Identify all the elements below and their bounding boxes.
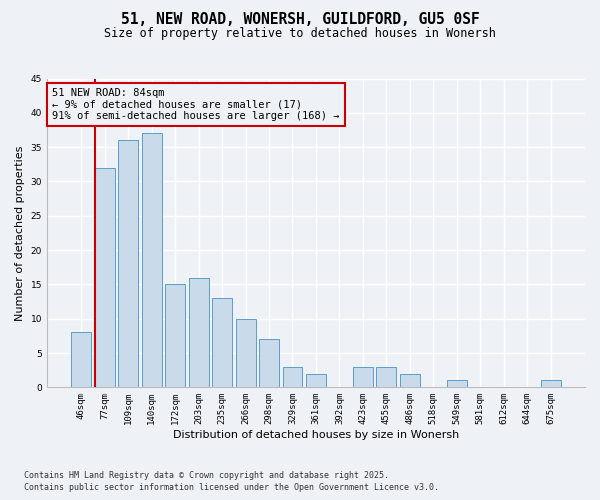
Text: 51, NEW ROAD, WONERSH, GUILDFORD, GU5 0SF: 51, NEW ROAD, WONERSH, GUILDFORD, GU5 0S… [121,12,479,28]
Bar [142,134,162,388]
Bar [236,318,256,388]
Bar [306,374,326,388]
Bar [212,298,232,388]
Bar [376,366,397,388]
Bar [165,284,185,388]
Text: Size of property relative to detached houses in Wonersh: Size of property relative to detached ho… [104,28,496,40]
Bar [447,380,467,388]
Text: 51 NEW ROAD: 84sqm
← 9% of detached houses are smaller (17)
91% of semi-detached: 51 NEW ROAD: 84sqm ← 9% of detached hous… [52,88,340,121]
Bar [283,366,302,388]
X-axis label: Distribution of detached houses by size in Wonersh: Distribution of detached houses by size … [173,430,459,440]
Bar [259,340,279,388]
Bar [71,332,91,388]
Y-axis label: Number of detached properties: Number of detached properties [15,145,25,320]
Bar [95,168,115,388]
Bar [400,374,420,388]
Text: Contains public sector information licensed under the Open Government Licence v3: Contains public sector information licen… [24,484,439,492]
Bar [541,380,560,388]
Bar [353,366,373,388]
Text: Contains HM Land Registry data © Crown copyright and database right 2025.: Contains HM Land Registry data © Crown c… [24,471,389,480]
Bar [118,140,138,388]
Bar [188,278,209,388]
